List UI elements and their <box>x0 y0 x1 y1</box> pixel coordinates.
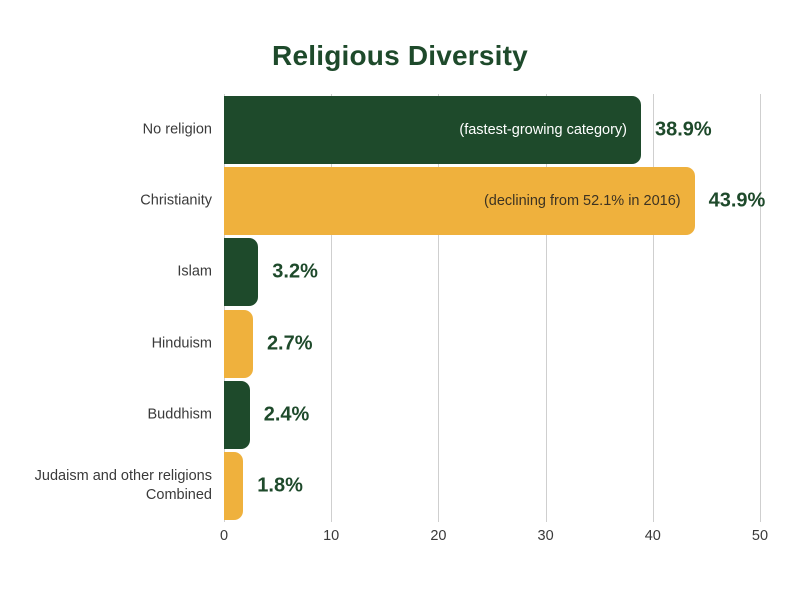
gridline-10 <box>331 94 333 522</box>
bar[interactable] <box>224 238 259 307</box>
x-tick-label: 10 <box>323 528 340 544</box>
plot-area: No religion (fastest-growing category) 38.… <box>35 94 765 522</box>
gridline-50 <box>760 94 761 522</box>
x-tick-label: 40 <box>644 528 661 544</box>
category-label: Judaism and other religions Combined <box>34 468 212 504</box>
bar-value-label: 43.9% <box>708 189 766 212</box>
bar[interactable] <box>224 452 244 521</box>
gridline-40 <box>652 94 654 522</box>
bar-annotation: (declining from 52.1% in 2016) <box>483 192 681 209</box>
bar-row: Buddhism 2.4% <box>148 379 760 450</box>
bar-value-label: 3.2% <box>272 260 318 283</box>
bar[interactable] <box>224 166 695 235</box>
x-tick-label: 0 <box>219 528 229 544</box>
category-label: No religion <box>142 121 212 138</box>
gridline-0 <box>224 94 225 522</box>
category-label: Hinduism <box>151 335 212 352</box>
bar-row: Islam 3.2% <box>177 237 760 308</box>
x-tick-label: 30 <box>537 528 554 544</box>
category-label: Islam <box>177 263 212 280</box>
x-tick-label: 20 <box>430 528 447 544</box>
chart-title: Religious Diversity <box>272 40 528 71</box>
x-tick-label: 50 <box>751 528 769 544</box>
bar-row: Christianity (declining from 52.1% in 201… <box>140 165 765 236</box>
category-label: Christianity <box>140 192 212 209</box>
gridline-20 <box>438 94 440 522</box>
bar-value-label: 2.4% <box>263 403 310 426</box>
bar-row: Judaism and other religions Combined 1.8% <box>35 451 760 522</box>
bar-value-label: 1.8% <box>257 474 303 497</box>
bar-annotation: (fastest-growing category) <box>459 121 628 138</box>
bar-value-label: 38.9% <box>655 118 712 141</box>
gridline-30 <box>545 94 547 522</box>
bar-value-label: 2.7% <box>266 332 313 355</box>
bar[interactable] <box>224 380 250 449</box>
category-label: Buddhism <box>147 406 212 423</box>
x-axis: 0 10 20 30 40 50 <box>220 522 768 552</box>
bar-row: Hinduism 2.7% <box>152 308 760 379</box>
bar-row: No religion (fastest-growing category) 38.… <box>143 94 760 165</box>
bar[interactable] <box>224 95 641 164</box>
bar[interactable] <box>224 309 253 378</box>
